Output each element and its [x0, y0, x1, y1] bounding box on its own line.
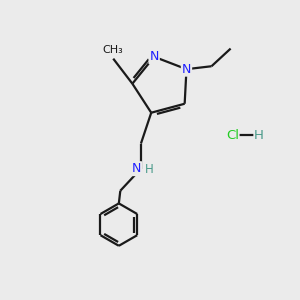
Text: N: N — [149, 50, 159, 63]
Text: N: N — [182, 63, 191, 76]
Text: Cl: Cl — [226, 129, 239, 142]
Text: N: N — [132, 162, 141, 175]
Text: CH₃: CH₃ — [103, 45, 124, 56]
Text: H: H — [254, 129, 264, 142]
Text: H: H — [145, 163, 154, 176]
